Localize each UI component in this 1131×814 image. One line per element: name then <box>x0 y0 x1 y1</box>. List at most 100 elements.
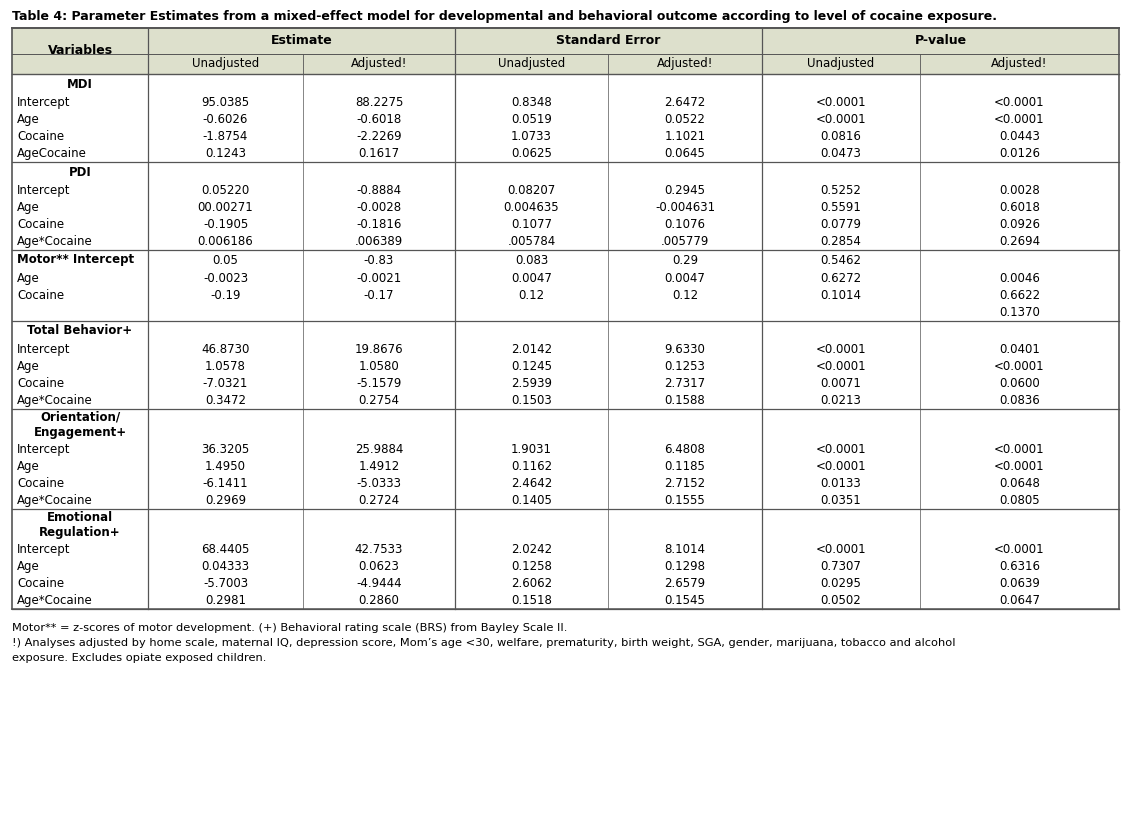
Text: 0.6018: 0.6018 <box>999 201 1039 214</box>
Text: 0.1588: 0.1588 <box>665 394 706 407</box>
Text: 0.0443: 0.0443 <box>999 130 1039 143</box>
Text: Estimate: Estimate <box>270 34 333 47</box>
Text: MDI: MDI <box>67 77 93 90</box>
Bar <box>12 375 1119 392</box>
Text: -6.1411: -6.1411 <box>202 477 249 490</box>
Text: 1.0733: 1.0733 <box>511 130 552 143</box>
Bar <box>12 341 1119 358</box>
Text: 0.7307: 0.7307 <box>821 560 862 573</box>
Text: 2.0142: 2.0142 <box>511 343 552 356</box>
Text: 1.9031: 1.9031 <box>511 443 552 456</box>
Text: <0.0001: <0.0001 <box>815 460 866 473</box>
Text: 0.0645: 0.0645 <box>665 147 706 160</box>
Bar <box>12 358 1119 375</box>
Text: 0.1014: 0.1014 <box>820 289 862 302</box>
Text: 1.4950: 1.4950 <box>205 460 247 473</box>
Text: 0.0805: 0.0805 <box>999 494 1039 507</box>
Text: -0.004631: -0.004631 <box>655 201 715 214</box>
Text: Age*Cocaine: Age*Cocaine <box>17 235 93 248</box>
Text: <0.0001: <0.0001 <box>815 96 866 109</box>
Text: 0.0648: 0.0648 <box>999 477 1039 490</box>
Text: <0.0001: <0.0001 <box>815 343 866 356</box>
Text: 0.6272: 0.6272 <box>820 272 862 285</box>
Text: 0.12: 0.12 <box>518 289 544 302</box>
Text: 9.6330: 9.6330 <box>665 343 706 356</box>
Text: Intercept: Intercept <box>17 184 70 197</box>
Text: 0.006186: 0.006186 <box>198 235 253 248</box>
Text: 0.0519: 0.0519 <box>511 113 552 126</box>
Text: !) Analyses adjusted by home scale, maternal IQ, depression score, Mom’s age <30: !) Analyses adjusted by home scale, mate… <box>12 638 956 648</box>
Bar <box>12 182 1119 199</box>
Text: 0.05220: 0.05220 <box>201 184 250 197</box>
Text: 25.9884: 25.9884 <box>355 443 403 456</box>
Text: 0.0647: 0.0647 <box>999 594 1041 607</box>
Bar <box>12 475 1119 492</box>
Text: 88.2275: 88.2275 <box>355 96 403 109</box>
Text: 0.0295: 0.0295 <box>821 577 862 590</box>
Bar <box>12 145 1119 162</box>
Text: exposure. Excludes opiate exposed children.: exposure. Excludes opiate exposed childr… <box>12 653 267 663</box>
Text: 0.0071: 0.0071 <box>821 377 862 390</box>
Text: <0.0001: <0.0001 <box>815 543 866 556</box>
Text: Intercept: Intercept <box>17 443 70 456</box>
Text: -7.0321: -7.0321 <box>202 377 248 390</box>
Text: 1.4912: 1.4912 <box>359 460 399 473</box>
Text: Cocaine: Cocaine <box>17 289 64 302</box>
Text: Motor** Intercept: Motor** Intercept <box>17 253 135 266</box>
Text: 0.5252: 0.5252 <box>821 184 862 197</box>
Bar <box>12 233 1119 250</box>
Text: PDI: PDI <box>69 165 92 178</box>
Text: Total Behavior+: Total Behavior+ <box>27 325 132 338</box>
Text: 0.1617: 0.1617 <box>359 147 399 160</box>
Text: 0.1245: 0.1245 <box>511 360 552 373</box>
Text: 19.8676: 19.8676 <box>355 343 404 356</box>
Text: 1.1021: 1.1021 <box>664 130 706 143</box>
Text: 0.1518: 0.1518 <box>511 594 552 607</box>
Text: 0.0473: 0.0473 <box>821 147 862 160</box>
Bar <box>12 270 1119 287</box>
Bar <box>12 409 1119 441</box>
Text: 2.0242: 2.0242 <box>511 543 552 556</box>
Text: Cocaine: Cocaine <box>17 377 64 390</box>
Text: Age: Age <box>17 113 40 126</box>
Text: 0.0522: 0.0522 <box>665 113 706 126</box>
Bar <box>12 392 1119 409</box>
Text: 2.6062: 2.6062 <box>511 577 552 590</box>
Text: 2.5939: 2.5939 <box>511 377 552 390</box>
Text: 00.00271: 00.00271 <box>198 201 253 214</box>
Text: 0.08207: 0.08207 <box>508 184 555 197</box>
Text: -5.7003: -5.7003 <box>202 577 248 590</box>
Bar <box>12 216 1119 233</box>
Text: 0.0047: 0.0047 <box>511 272 552 285</box>
Text: Unadjusted: Unadjusted <box>498 58 566 71</box>
Text: Unadjusted: Unadjusted <box>808 58 874 71</box>
Text: 0.1253: 0.1253 <box>665 360 706 373</box>
Text: 1.0580: 1.0580 <box>359 360 399 373</box>
Text: 0.1243: 0.1243 <box>205 147 247 160</box>
Text: 68.4405: 68.4405 <box>201 543 250 556</box>
Text: 0.8348: 0.8348 <box>511 96 552 109</box>
Text: Age: Age <box>17 460 40 473</box>
Text: 1.0578: 1.0578 <box>205 360 245 373</box>
Text: Age*Cocaine: Age*Cocaine <box>17 494 93 507</box>
Bar <box>12 250 1119 270</box>
Text: 0.1503: 0.1503 <box>511 394 552 407</box>
Text: 0.05: 0.05 <box>213 253 239 266</box>
Text: -5.0333: -5.0333 <box>356 477 402 490</box>
Bar <box>12 592 1119 609</box>
Bar <box>12 541 1119 558</box>
Text: Cocaine: Cocaine <box>17 130 64 143</box>
Text: 2.7317: 2.7317 <box>664 377 706 390</box>
Text: Age: Age <box>17 272 40 285</box>
Text: 0.1185: 0.1185 <box>665 460 706 473</box>
Text: 0.1545: 0.1545 <box>665 594 706 607</box>
Text: 0.1162: 0.1162 <box>511 460 552 473</box>
Text: <0.0001: <0.0001 <box>994 443 1045 456</box>
Text: Unadjusted: Unadjusted <box>192 58 259 71</box>
Text: 0.0133: 0.0133 <box>821 477 862 490</box>
Text: 0.0623: 0.0623 <box>359 560 399 573</box>
Text: Intercept: Intercept <box>17 543 70 556</box>
Bar <box>12 321 1119 341</box>
Text: Intercept: Intercept <box>17 343 70 356</box>
Bar <box>12 509 1119 541</box>
